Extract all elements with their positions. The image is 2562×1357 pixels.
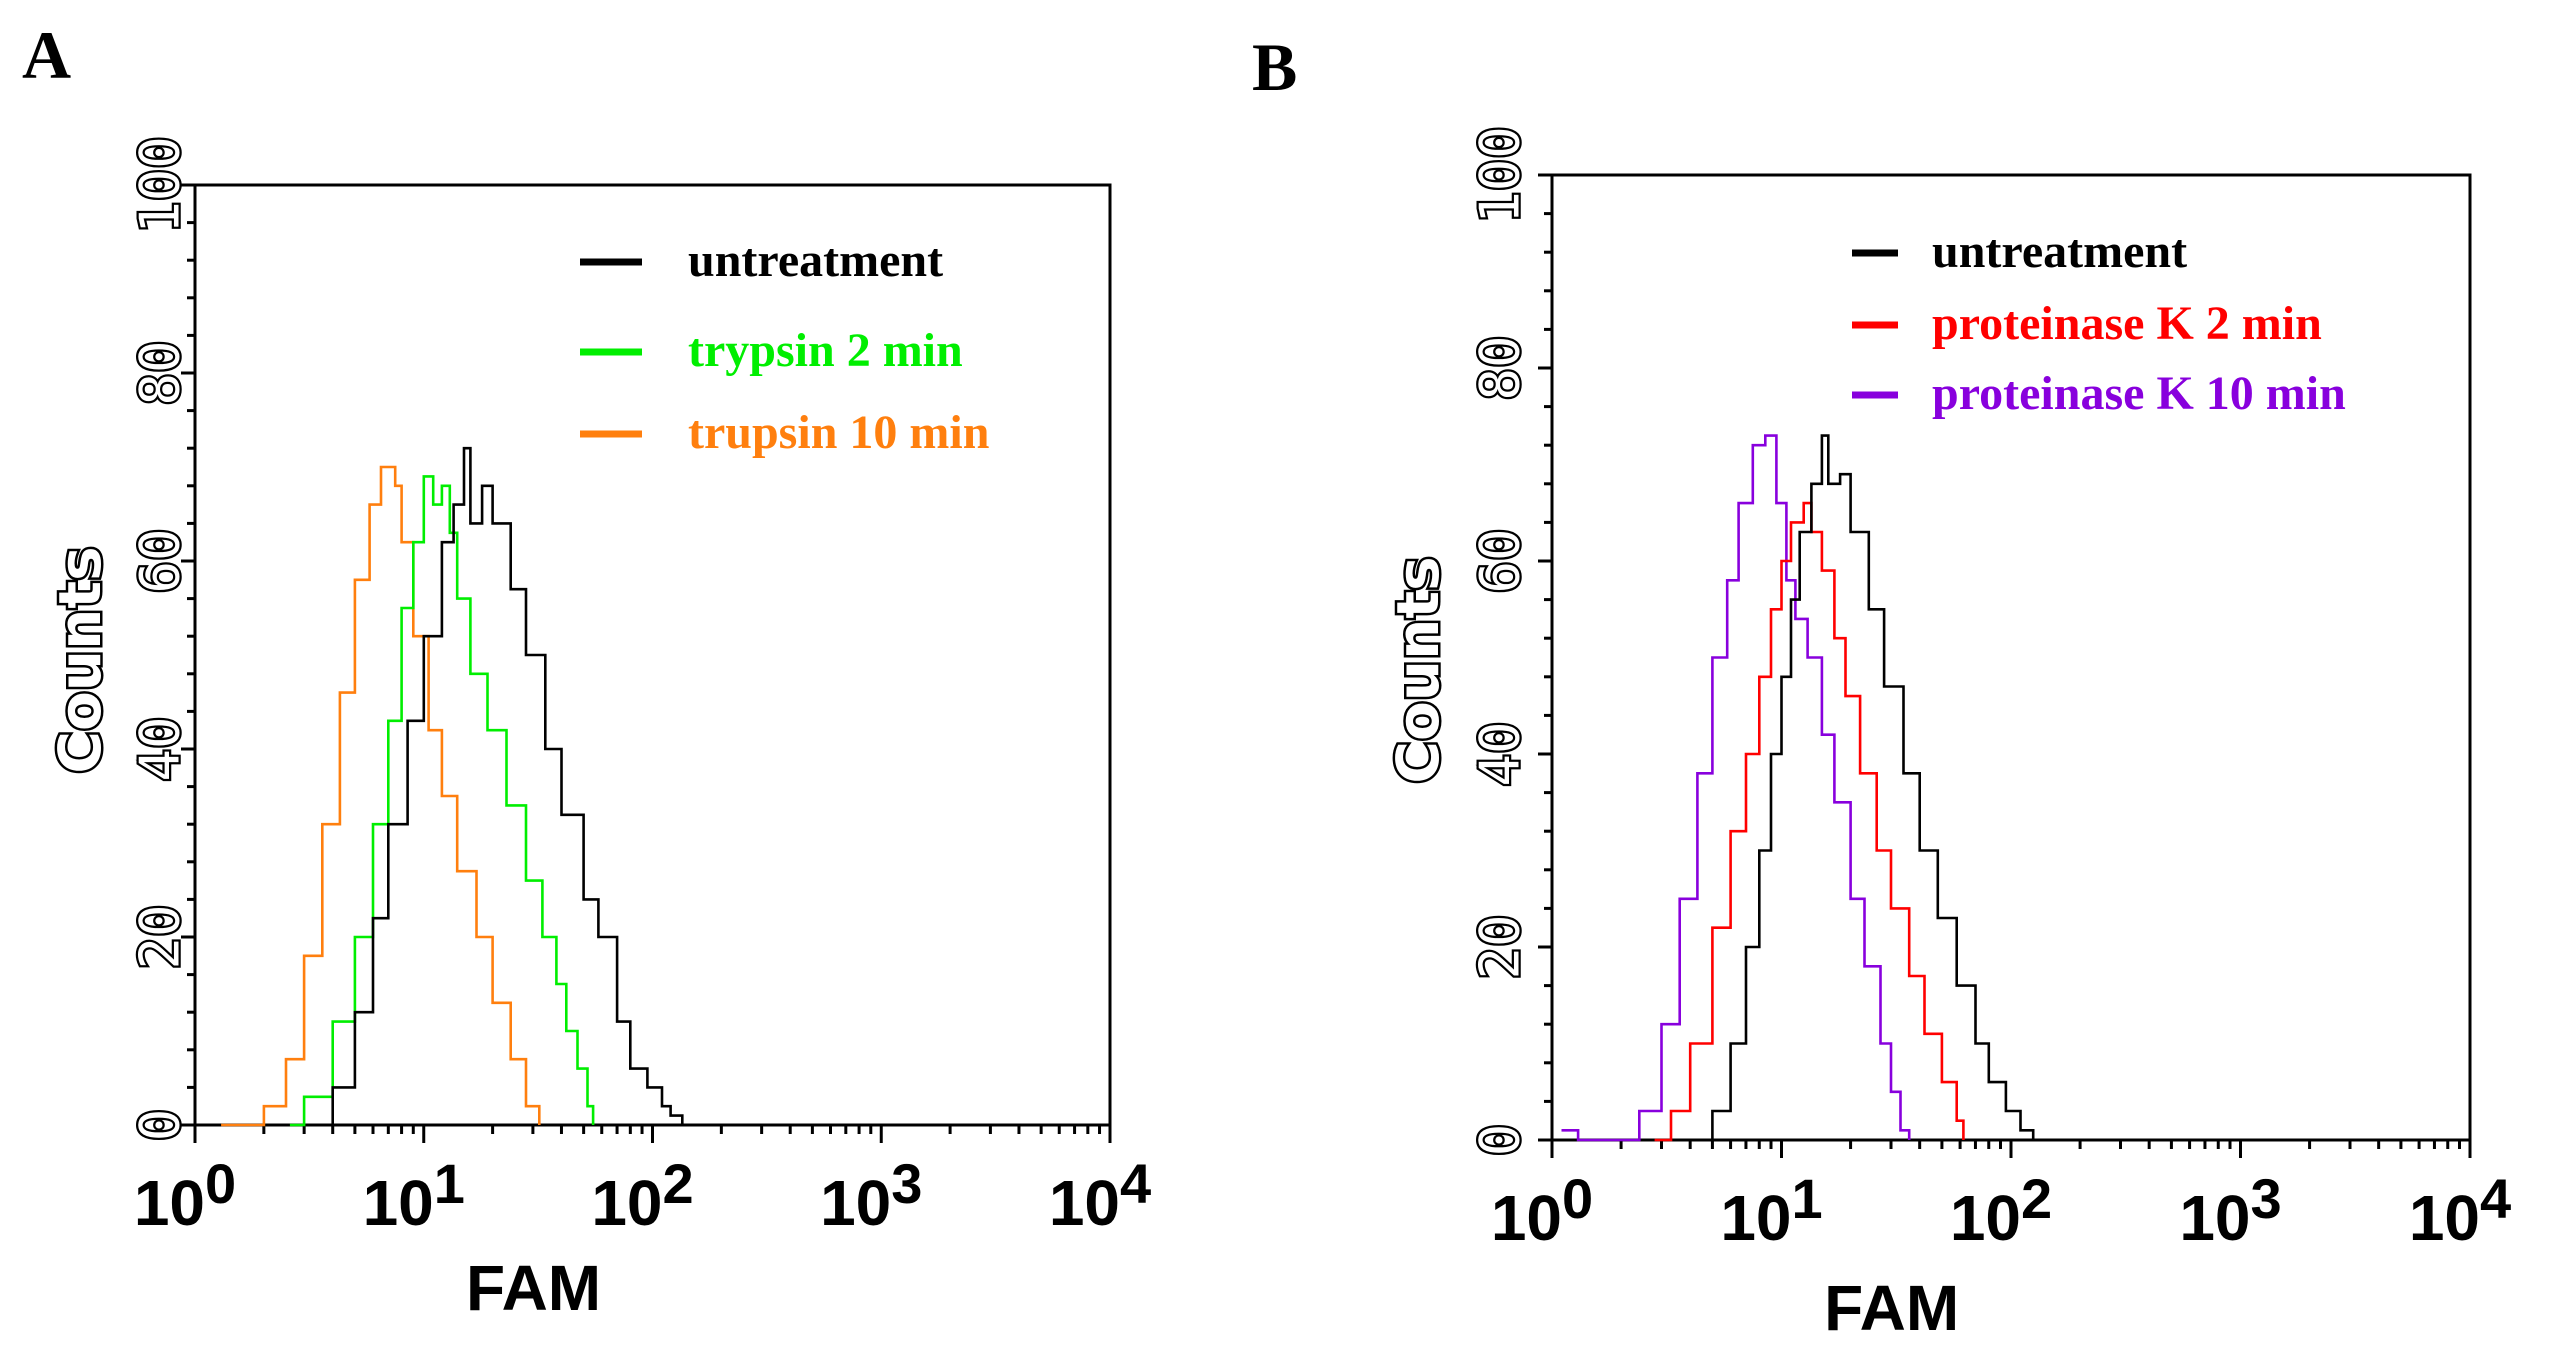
legend-label: proteinase K 2 min: [1932, 297, 2322, 350]
y-tick-label: 100: [129, 136, 192, 234]
y-tick-label: 100: [1469, 126, 1532, 224]
x-tick-exponent: 2: [2021, 1167, 2052, 1230]
plot-frame: [193, 183, 1112, 1127]
series-line-2: [1654, 501, 1965, 1142]
x-tick-label: 101: [1720, 1167, 1822, 1254]
series-line-3: [221, 465, 541, 1127]
panel-letter: A: [22, 17, 71, 93]
x-tick-base: 10: [820, 1167, 891, 1239]
legend-label: untreatment: [1932, 225, 2187, 278]
legend-label: trupsin 10 min: [688, 406, 989, 459]
y-tick-label: 40: [129, 716, 192, 781]
x-tick-base: 10: [363, 1167, 434, 1239]
legend-label: trypsin 2 min: [688, 324, 963, 377]
legend-label: proteinase K 10 min: [1932, 367, 2346, 420]
x-tick-label: 102: [1950, 1167, 2052, 1254]
x-tick-label: 101: [363, 1152, 465, 1239]
x-tick-label: 102: [591, 1152, 693, 1239]
series-line-3: [1561, 434, 1911, 1142]
x-tick-label: 100: [134, 1152, 236, 1239]
x-tick-base: 10: [1950, 1182, 2021, 1254]
y-tick-label: 40: [1469, 721, 1532, 786]
y-tick-label: 60: [1469, 528, 1532, 593]
x-tick-base: 10: [1049, 1167, 1120, 1239]
legend-label: untreatment: [688, 234, 943, 287]
y-tick-label: 80: [129, 340, 192, 405]
x-axis-label: FAM: [466, 1252, 601, 1324]
x-tick-exponent: 4: [1120, 1152, 1151, 1215]
series-line-1: [1695, 434, 2035, 1142]
x-tick-label: 103: [820, 1152, 922, 1239]
y-tick-label: 60: [129, 528, 192, 593]
x-tick-base: 10: [2179, 1182, 2250, 1254]
x-tick-exponent: 3: [2251, 1167, 2282, 1230]
x-tick-label: 100: [1491, 1167, 1593, 1254]
y-tick-label: 20: [129, 904, 192, 969]
x-tick-exponent: 2: [663, 1152, 694, 1215]
x-tick-exponent: 0: [1562, 1167, 1593, 1230]
x-tick-exponent: 1: [434, 1152, 465, 1215]
x-tick-base: 10: [134, 1167, 205, 1239]
x-tick-exponent: 0: [205, 1152, 236, 1215]
y-tick-label: 0: [1469, 1124, 1532, 1157]
panel-letter: B: [1252, 29, 1297, 105]
y-axis-label: Counts: [1384, 556, 1452, 783]
x-tick-label: 104: [2409, 1167, 2511, 1254]
x-tick-base: 10: [1720, 1182, 1791, 1254]
x-tick-exponent: 1: [1792, 1167, 1823, 1230]
x-tick-base: 10: [1491, 1182, 1562, 1254]
series-line-2: [289, 475, 595, 1127]
x-tick-label: 104: [1049, 1152, 1151, 1239]
x-tick-exponent: 4: [2480, 1167, 2511, 1230]
y-tick-label: 80: [1469, 335, 1532, 400]
x-tick-exponent: 3: [891, 1152, 922, 1215]
x-tick-base: 10: [2409, 1182, 2480, 1254]
y-tick-label: 0: [129, 1109, 192, 1142]
y-axis-label: Counts: [46, 546, 114, 773]
series-line-1: [310, 446, 684, 1127]
y-tick-label: 20: [1469, 914, 1532, 979]
x-tick-base: 10: [591, 1167, 662, 1239]
x-tick-label: 103: [2179, 1167, 2281, 1254]
x-axis-label: FAM: [1824, 1272, 1959, 1344]
